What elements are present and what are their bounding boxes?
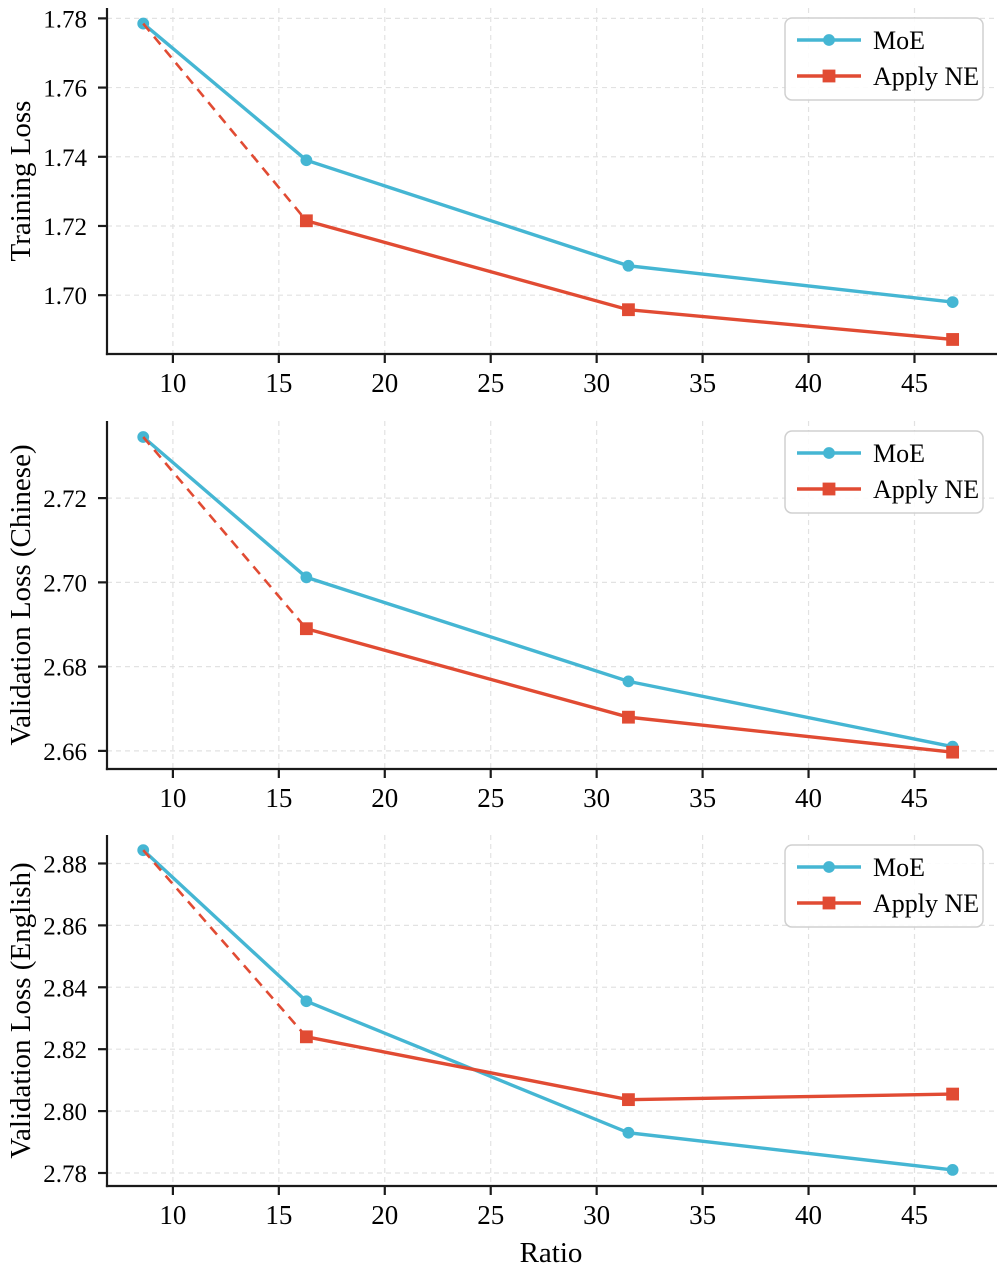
data-point-marker-moe xyxy=(300,995,313,1008)
y-tick-label: 2.80 xyxy=(43,1099,87,1126)
data-point-marker-apply-ne xyxy=(946,333,960,346)
chart-panel-training-loss: 10 15 20 25 30 35 40 45 1.70 1.72 1.74 1.76 1.78 Trai… xyxy=(5,6,997,395)
y-tick-label: 1.70 xyxy=(43,283,87,310)
x-tick-label: 15 xyxy=(265,368,292,395)
x-tick-label: 20 xyxy=(371,368,398,395)
x-tick-label: 10 xyxy=(159,783,186,810)
legend: MoE Apply NE xyxy=(784,430,984,514)
x-tick-label: 15 xyxy=(265,1200,292,1230)
x-tick-label: 25 xyxy=(477,783,504,810)
legend-label-apply-ne: Apply NE xyxy=(873,475,979,504)
x-tick-label: 30 xyxy=(583,783,610,810)
data-point-marker-moe xyxy=(622,259,635,272)
x-tick-label: 25 xyxy=(477,368,504,395)
y-axis-title: Validation Loss (English) xyxy=(5,862,37,1158)
x-axis-title: Ratio xyxy=(520,1237,583,1268)
data-point-marker-apply-ne xyxy=(946,1087,960,1101)
data-point-marker-apply-ne xyxy=(622,303,635,317)
data-point-marker-moe xyxy=(300,571,313,584)
legend-label-moe: MoE xyxy=(873,26,925,55)
legend-marker-apply-ne xyxy=(822,69,836,83)
legend: MoE Apply NE xyxy=(784,17,984,101)
data-point-marker-apply-ne xyxy=(622,1093,635,1107)
y-tick-label: 2.78 xyxy=(43,1161,87,1188)
y-axis-title: Validation Loss (Chinese) xyxy=(5,444,37,745)
data-point-marker-moe xyxy=(946,296,959,308)
legend-marker-apply-ne xyxy=(822,896,836,910)
legend-label-moe: MoE xyxy=(873,439,925,468)
x-tick-label: 45 xyxy=(901,783,928,810)
x-tick-label: 20 xyxy=(371,783,398,810)
x-tick-label: 20 xyxy=(371,1200,398,1230)
y-tick-label: 1.76 xyxy=(43,76,87,103)
series-line-moe xyxy=(141,435,955,749)
x-tick-label: 15 xyxy=(265,783,292,810)
series-line-moe xyxy=(141,21,955,304)
data-point-marker-moe xyxy=(622,675,635,688)
y-tick-label: 2.66 xyxy=(43,739,87,766)
x-tick-label: 35 xyxy=(689,783,716,810)
legend-marker-moe xyxy=(823,861,835,873)
y-tick-label: 1.78 xyxy=(43,6,87,33)
x-tick-label: 40 xyxy=(795,783,822,810)
data-point-marker-apply-ne xyxy=(622,710,635,724)
y-tick-label: 2.72 xyxy=(43,486,87,513)
series-dashed-connector-apply-ne xyxy=(142,849,308,1038)
legend-label-apply-ne: Apply NE xyxy=(873,62,979,91)
data-point-marker-apply-ne xyxy=(946,745,960,759)
chart-panel-slot-training-loss: 10 15 20 25 30 35 40 45 1.70 1.72 1.74 1.76 1.78 Trai… xyxy=(0,0,997,395)
x-tick-label: 35 xyxy=(689,368,716,395)
x-tick-label: 30 xyxy=(583,1200,610,1230)
y-tick-label: 2.70 xyxy=(43,570,87,597)
x-tick-label: 10 xyxy=(159,1200,186,1230)
legend-label-moe: MoE xyxy=(873,853,925,882)
series-dashed-connector-apply-ne xyxy=(142,22,308,222)
y-tick-label: 2.82 xyxy=(43,1037,87,1064)
chart-panel-slot-validation-loss-chinese: 10 15 20 25 30 35 40 45 2.66 2.68 2.70 2.72 Validati… xyxy=(0,395,997,810)
chart-panel-validation-loss-english: 10 15 20 25 30 35 40 45 2.78 2.80 2.82 2.84 2.86 2.88… xyxy=(5,835,997,1268)
y-tick-label: 2.88 xyxy=(43,851,87,878)
series-line-apply-ne xyxy=(304,219,955,342)
y-tick-label: 2.86 xyxy=(43,913,87,940)
y-tick-label: 1.72 xyxy=(43,214,87,241)
x-tick-label: 40 xyxy=(795,368,822,395)
legend-label-apply-ne: Apply NE xyxy=(873,889,979,918)
series-line-apply-ne xyxy=(304,627,955,754)
x-tick-label: 25 xyxy=(477,1200,504,1230)
data-point-marker-moe xyxy=(946,1164,959,1176)
legend-marker-moe xyxy=(823,447,835,459)
series-line-apply-ne xyxy=(304,1035,955,1102)
legend: MoE Apply NE xyxy=(784,844,984,928)
x-tick-label: 45 xyxy=(901,1200,928,1230)
y-tick-label: 2.68 xyxy=(43,655,87,682)
series-dashed-connector-apply-ne xyxy=(142,436,308,630)
y-axis-title: Training Loss xyxy=(5,101,37,262)
legend-marker-moe xyxy=(823,34,835,46)
data-point-marker-moe xyxy=(300,154,313,167)
data-point-marker-moe xyxy=(622,1126,635,1139)
x-tick-label: 35 xyxy=(689,1200,716,1230)
chart-panel-validation-loss-chinese: 10 15 20 25 30 35 40 45 2.66 2.68 2.70 2.72Validati… xyxy=(5,421,997,810)
data-point-marker-apply-ne xyxy=(299,214,313,228)
data-point-marker-apply-ne xyxy=(299,1030,313,1044)
x-tick-label: 30 xyxy=(583,368,610,395)
x-tick-label: 40 xyxy=(795,1200,822,1230)
y-tick-label: 1.74 xyxy=(43,145,87,172)
y-tick-label: 2.84 xyxy=(43,975,87,1002)
x-tick-label: 10 xyxy=(159,368,186,395)
x-tick-label: 45 xyxy=(901,368,928,395)
data-point-marker-apply-ne xyxy=(299,622,313,636)
chart-panel-slot-validation-loss-english: 10 15 20 25 30 35 40 45 2.78 2.80 2.82 2.84 2.86 2.88… xyxy=(0,810,997,1268)
legend-marker-apply-ne xyxy=(822,482,836,496)
